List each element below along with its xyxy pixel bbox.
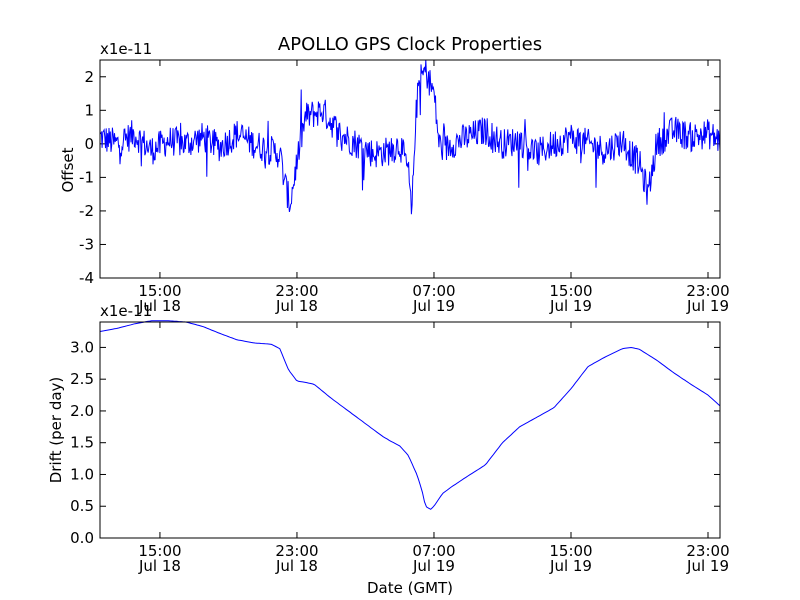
x-tick-time-label: 23:00: [275, 282, 318, 300]
x-tick-time-label: 23:00: [686, 282, 729, 300]
x-tick-date-label: Jul 19: [412, 557, 455, 575]
y-tick-label: -1: [79, 168, 94, 186]
drift-axes-frame: [99, 321, 721, 539]
drift-plot-area: [99, 320, 721, 510]
x-tick-time-label: 15:00: [549, 542, 592, 560]
offset-panel: APOLLO GPS Clock Properties x1e-11 Offse…: [59, 34, 730, 315]
drift-y-axis-label: Drift (per day): [47, 377, 65, 484]
x-tick-time-label: 23:00: [686, 542, 729, 560]
y-tick-label: 0.0: [70, 529, 94, 547]
series-line-offset: [99, 59, 721, 215]
x-tick-time-label: 23:00: [275, 542, 318, 560]
y-tick-label: 3.0: [70, 338, 94, 356]
y-tick-label: 1: [84, 101, 94, 119]
y-tick-label: 1.0: [70, 465, 94, 483]
offset-axes-frame: [99, 59, 721, 279]
series-line-drift: [99, 320, 721, 510]
y-tick-label: 1.5: [70, 434, 94, 452]
offset-exponent-label: x1e-11: [100, 40, 152, 58]
y-tick-label: 2: [84, 68, 94, 86]
x-tick-date-label: Jul 18: [275, 297, 318, 315]
x-tick-date-label: Jul 18: [138, 557, 181, 575]
y-tick-label: 0: [84, 135, 94, 153]
y-tick-label: -3: [79, 235, 94, 253]
x-tick-date-label: Jul 19: [549, 557, 592, 575]
x-tick-date-label: Jul 19: [412, 297, 455, 315]
y-tick-label: 0.5: [70, 497, 94, 515]
x-tick-time-label: 15:00: [138, 542, 181, 560]
x-tick-date-label: Jul 19: [686, 297, 729, 315]
x-tick-time-label: 07:00: [412, 542, 455, 560]
x-tick-date-label: Jul 19: [549, 297, 592, 315]
y-tick-label: -4: [79, 269, 94, 287]
x-tick-date-label: Jul 19: [686, 557, 729, 575]
offset-y-axis-label: Offset: [59, 147, 77, 192]
y-tick-label: 2.0: [70, 402, 94, 420]
offset-plot-area: [99, 59, 721, 215]
x-tick-time-label: 07:00: [412, 282, 455, 300]
drift-panel: x1e-11 Drift (per day) Date (GMT) 3.0 2.5…: [47, 302, 730, 597]
chart-title: APOLLO GPS Clock Properties: [278, 34, 542, 55]
drift-exponent-label: x1e-11: [100, 302, 152, 320]
y-tick-label: -2: [79, 202, 94, 220]
x-tick-time-label: 15:00: [138, 282, 181, 300]
x-tick-date-label: Jul 18: [275, 557, 318, 575]
drift-x-axis-label: Date (GMT): [367, 579, 453, 597]
y-tick-label: 2.5: [70, 370, 94, 388]
x-tick-time-label: 15:00: [549, 282, 592, 300]
x-tick-date-label: Jul 18: [138, 297, 181, 315]
